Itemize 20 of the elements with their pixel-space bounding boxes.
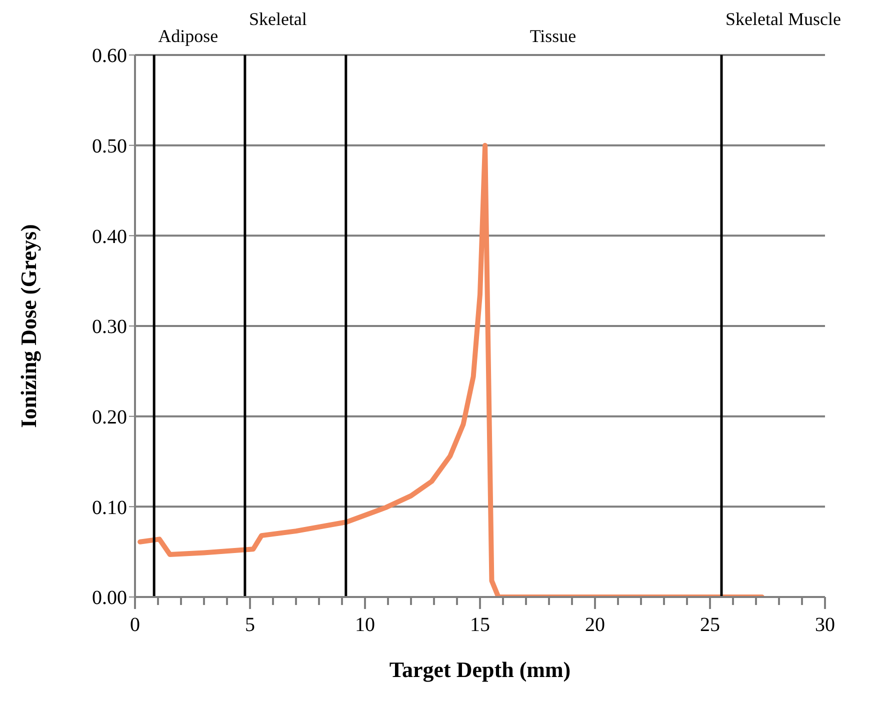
text: Tissue: [528, 26, 578, 47]
ref-line-label: Skeletal: [248, 9, 307, 29]
x-tick-label: 15: [470, 614, 490, 636]
x-tick-label: 30: [815, 614, 835, 636]
y-tick-label: 0.60: [92, 45, 127, 68]
x-tick-label: 0: [130, 614, 140, 636]
y-tick-label: 0.30: [92, 316, 127, 338]
x-tick-label: 20: [585, 614, 605, 636]
y-tick-label: 0.10: [92, 496, 127, 519]
y-tick-label: 0.00: [92, 587, 127, 610]
ref-line-label: Skeletal Muscle: [726, 9, 841, 29]
y-axis-title: Ionizing Dose (Greys): [16, 224, 41, 428]
ref-line-label: Adipose: [158, 26, 218, 46]
x-tick-label: 25: [700, 614, 720, 636]
x-tick-label: 10: [355, 614, 375, 636]
x-axis-title: Target Depth (mm): [389, 657, 571, 682]
y-tick-label: 0.50: [92, 135, 127, 158]
y-tick-label: 0.20: [92, 406, 127, 428]
y-tick-label: 0.40: [92, 226, 127, 248]
x-tick-label: 5: [245, 614, 255, 636]
